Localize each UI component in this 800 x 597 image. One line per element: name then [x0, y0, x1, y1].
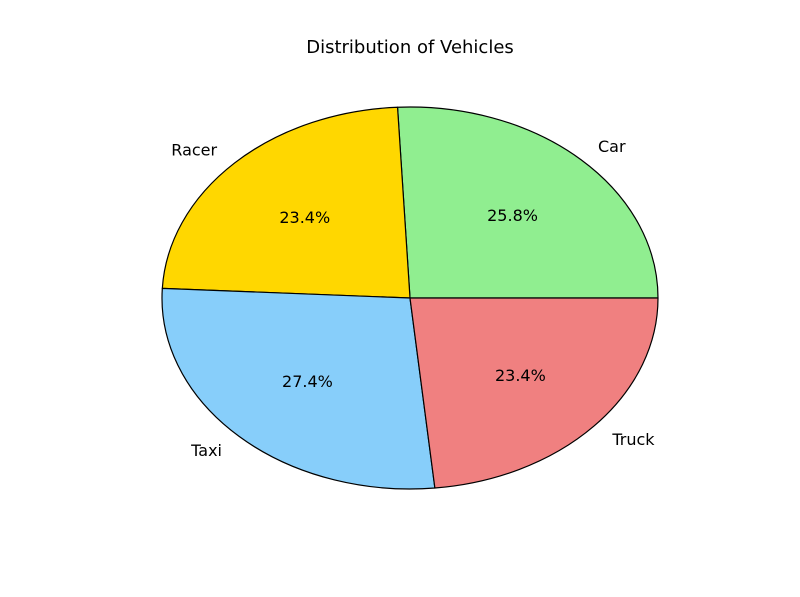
- slice-label-truck: Truck: [611, 430, 655, 449]
- pie-slice-taxi: [161, 287, 436, 490]
- percent-label-racer: 23.4%: [279, 208, 330, 227]
- chart-title: Distribution of Vehicles: [306, 37, 514, 58]
- slice-label-taxi: Taxi: [190, 441, 222, 460]
- pie-slices: [161, 106, 659, 490]
- pie-slice-car: [396, 106, 659, 299]
- pie-slice-truck: [409, 297, 659, 489]
- percent-label-taxi: 27.4%: [282, 372, 333, 391]
- slice-label-car: Car: [598, 137, 626, 156]
- slice-label-racer: Racer: [171, 140, 217, 159]
- percent-label-car: 25.8%: [487, 206, 538, 225]
- pie-labels: Car 25.8% Racer 23.4% Taxi 27.4% Truck 23.4%: [171, 137, 655, 460]
- pie-slice-racer: [161, 106, 411, 299]
- percent-label-truck: 23.4%: [495, 366, 546, 385]
